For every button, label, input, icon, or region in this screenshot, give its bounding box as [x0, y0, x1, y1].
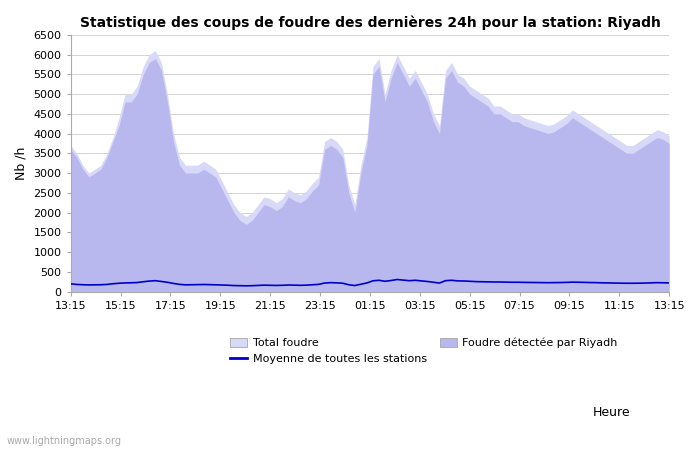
- Legend: Total foudre, Moyenne de toutes les stations, Foudre détectée par Riyadh: Total foudre, Moyenne de toutes les stat…: [226, 333, 622, 369]
- Y-axis label: Nb /h: Nb /h: [15, 147, 28, 180]
- Title: Statistique des coups de foudre des dernières 24h pour la station: Riyadh: Statistique des coups de foudre des dern…: [80, 15, 660, 30]
- Text: www.lightningmaps.org: www.lightningmaps.org: [7, 436, 122, 446]
- Text: Heure: Heure: [592, 405, 630, 418]
